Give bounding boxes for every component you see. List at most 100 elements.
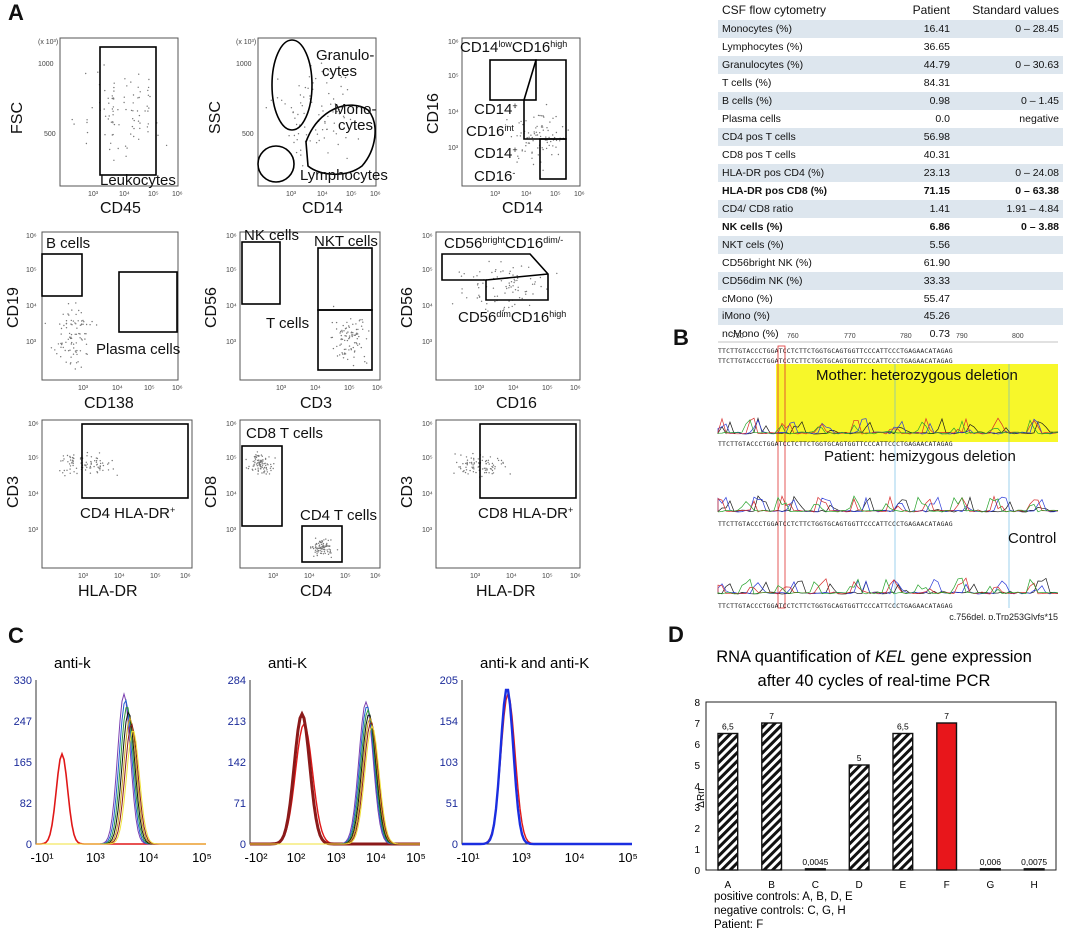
- event-dot: [324, 546, 327, 548]
- event-dot: [494, 468, 496, 470]
- event-dot: [528, 266, 530, 268]
- event-dot: [540, 285, 542, 288]
- panel-label-a: A: [8, 0, 24, 25]
- event-dot: [494, 466, 496, 468]
- sample-curve: [250, 708, 420, 845]
- event-dot: [111, 95, 113, 97]
- event-dot: [295, 123, 298, 126]
- event-dot: [328, 92, 330, 95]
- event-dot: [520, 132, 522, 134]
- event-dot: [307, 87, 309, 89]
- event-dot: [340, 343, 342, 345]
- y-tick: 5: [694, 761, 700, 772]
- event-dot: [340, 330, 342, 333]
- csf-flow-cytometry-table: CSF flow cytometry Patient Standard valu…: [718, 0, 1063, 343]
- y-tick: 3: [694, 803, 700, 814]
- event-dot: [74, 333, 76, 335]
- event-dot: [262, 460, 264, 462]
- event-dot: [500, 271, 502, 273]
- negative-control-curve: [250, 722, 420, 845]
- event-dot: [502, 462, 504, 464]
- event-dot: [261, 464, 264, 466]
- event-dot: [567, 129, 569, 131]
- y-tick: 142: [228, 757, 246, 769]
- x-tick-H: H: [1031, 880, 1038, 891]
- event-dot: [79, 337, 81, 339]
- event-dot: [60, 333, 62, 335]
- table-row: ncMono (%) 0.73: [718, 325, 1063, 343]
- event-dot: [359, 319, 361, 321]
- event-dot: [84, 469, 87, 471]
- event-dot: [492, 287, 495, 289]
- x-tick: 10³: [512, 850, 531, 865]
- y-unit: (x 10³): [236, 39, 256, 46]
- event-dot: [475, 471, 477, 474]
- event-dot: [325, 545, 327, 547]
- event-dot: [517, 286, 519, 288]
- event-dot: [486, 303, 488, 305]
- event-dot: [312, 546, 314, 548]
- event-dot: [473, 457, 475, 460]
- event-dot: [487, 310, 489, 312]
- event-dot: [485, 459, 488, 462]
- histogram-title: anti-K: [268, 655, 307, 672]
- event-dot: [471, 466, 473, 468]
- table-row: Monocytes (%) 16.41 0 – 28.45: [718, 20, 1063, 38]
- event-dot: [539, 135, 542, 138]
- trace-line: [717, 417, 1059, 435]
- event-dot: [464, 471, 467, 474]
- patient-label: Patient: hemizygous deletion: [824, 448, 1016, 465]
- gate-label-cd4-t-cells: CD4 T cells: [300, 507, 377, 524]
- event-dot: [265, 464, 267, 467]
- event-dot: [89, 324, 91, 326]
- plot-frame: [257, 37, 377, 187]
- y-tick: 154: [440, 716, 458, 728]
- cell-parameter: B cells (%): [718, 91, 886, 110]
- event-dot: [346, 321, 348, 324]
- plot-frame: [435, 231, 581, 381]
- event-dot: [528, 142, 531, 144]
- event-dot: [466, 459, 469, 461]
- event-dot: [330, 552, 332, 554]
- cell-patient: 1.41: [886, 199, 954, 218]
- event-dot: [294, 117, 296, 119]
- cd14-cd16neg-gate: [539, 138, 567, 180]
- event-dot: [63, 324, 65, 327]
- event-dot: [70, 343, 72, 345]
- event-dot: [326, 128, 328, 130]
- event-dot: [288, 135, 290, 137]
- y-tick: 10⁵: [226, 267, 237, 274]
- control-label: Control: [1008, 530, 1056, 547]
- y-tick: 2: [694, 824, 700, 835]
- nkt-cell-gate: [317, 247, 373, 311]
- event-dot: [528, 304, 531, 307]
- event-dot: [75, 333, 78, 335]
- event-dot: [344, 335, 346, 337]
- event-dot: [148, 107, 150, 109]
- flow-cytometry-plots: Leukocytes (x 10³) 1000 500 10³ 10⁴ 10⁵ …: [5, 37, 585, 600]
- event-dot: [495, 269, 497, 271]
- event-dot: [540, 126, 543, 128]
- event-dot: [94, 460, 96, 462]
- event-dot: [469, 462, 471, 464]
- event-dot: [132, 94, 135, 96]
- event-dot: [138, 73, 140, 75]
- event-dot: [245, 458, 247, 461]
- event-dot: [529, 278, 532, 280]
- x-tick: 10⁶: [570, 385, 581, 392]
- event-dot: [257, 467, 259, 469]
- y-tick: 7: [694, 719, 700, 730]
- cell-parameter: CD4/ CD8 ratio: [718, 199, 886, 218]
- cell-standard: 0 – 28.45: [954, 20, 1063, 38]
- y-tick: 0: [452, 839, 458, 851]
- gate-label-nkt-cells: NKT cells: [314, 233, 378, 250]
- cell-patient: 0.0: [935, 112, 950, 125]
- x-tick: 10³: [78, 573, 89, 580]
- event-dot: [317, 549, 320, 552]
- event-dot: [353, 356, 355, 358]
- event-dot: [95, 324, 98, 326]
- event-dot: [461, 288, 463, 290]
- event-dot: [555, 146, 557, 148]
- table-row: NK cells (%) 6.86 0 – 3.88: [718, 218, 1063, 236]
- cd8-hla-dr-gate: [479, 423, 577, 499]
